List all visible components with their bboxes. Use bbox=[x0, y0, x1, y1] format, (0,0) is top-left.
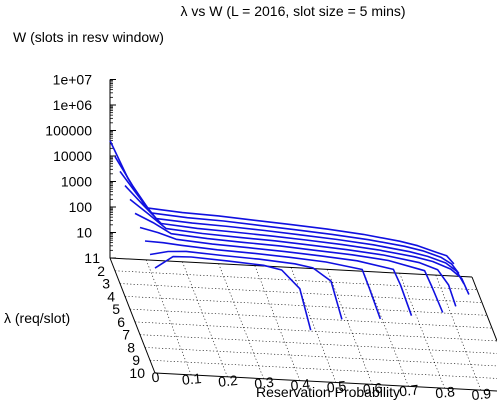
series-line-lambda-8 bbox=[144, 240, 382, 320]
grid-line bbox=[182, 261, 228, 377]
z-tick-label: 10 bbox=[76, 225, 92, 241]
grid-line bbox=[290, 267, 337, 383]
y-tick-label: 9 bbox=[132, 352, 140, 368]
y-tick-label: 5 bbox=[112, 301, 120, 317]
x-tick-label: 0.2 bbox=[217, 372, 238, 390]
x-tick-label: 0.5 bbox=[326, 378, 347, 396]
grid-line bbox=[145, 259, 192, 376]
x-tick-label: 0.7 bbox=[398, 381, 419, 399]
floor-edge bbox=[471, 276, 497, 343]
x-tick-label: 0.3 bbox=[254, 374, 275, 392]
x-tick-label: 0.8 bbox=[435, 383, 456, 401]
floor-grid bbox=[109, 257, 497, 392]
grid-line bbox=[149, 359, 497, 379]
y-tick-label: 7 bbox=[122, 327, 130, 343]
y-axis-label: λ (req/slot) bbox=[4, 310, 70, 326]
grid-line bbox=[399, 273, 445, 389]
x-tick-label: 0.4 bbox=[290, 376, 311, 394]
series-line-lambda-6 bbox=[134, 212, 444, 313]
series-line-lambda-10 bbox=[154, 255, 312, 331]
x-tick-label: 0.9 bbox=[471, 385, 492, 403]
grid-line bbox=[144, 347, 497, 367]
grid-line bbox=[254, 265, 301, 381]
z-tick-label: 1000 bbox=[61, 174, 92, 190]
y-tick-label: 6 bbox=[117, 314, 125, 330]
grid-line bbox=[129, 308, 493, 329]
grid-line bbox=[435, 274, 482, 391]
y-tick-label: 2 bbox=[97, 263, 105, 279]
z-tick-label: 10000 bbox=[53, 148, 92, 164]
z-tick-label: 100000 bbox=[45, 123, 92, 139]
x-axis-ticks: 00.10.20.30.40.50.60.70.80.91 bbox=[151, 369, 492, 403]
grid-line bbox=[134, 321, 497, 342]
series-curves bbox=[109, 140, 470, 331]
z-tick-label: 1 bbox=[84, 250, 92, 266]
y-tick-label: 1 bbox=[92, 250, 100, 266]
floor-edge bbox=[109, 257, 473, 278]
z-tick-label: 1e+06 bbox=[53, 97, 93, 113]
series-line-lambda-4 bbox=[124, 185, 470, 295]
series-line-lambda-3 bbox=[119, 170, 465, 285]
grid-line bbox=[326, 269, 373, 385]
z-tick-label: 1e+07 bbox=[53, 72, 93, 88]
grid-line bbox=[114, 270, 478, 291]
floor-edge bbox=[154, 372, 497, 392]
y-tick-label: 10 bbox=[129, 365, 145, 381]
series-line-lambda-7 bbox=[139, 226, 413, 316]
x-tick-label: 0.6 bbox=[362, 379, 383, 397]
y-tick-label: 8 bbox=[127, 339, 135, 355]
y-tick-label: 4 bbox=[107, 288, 115, 304]
series-line-lambda-5 bbox=[129, 198, 457, 307]
series-line-lambda-1 bbox=[109, 140, 455, 265]
y-tick-label: 3 bbox=[102, 276, 110, 292]
grid-line bbox=[139, 334, 497, 354]
grid-line bbox=[124, 296, 488, 316]
grid-line bbox=[218, 263, 264, 379]
series-line-lambda-2 bbox=[114, 156, 460, 274]
x-tick-label: 0.1 bbox=[181, 370, 202, 388]
x-tick-label: 0 bbox=[151, 369, 161, 386]
floor-edge bbox=[109, 257, 156, 374]
z-tick-label: 100 bbox=[69, 199, 93, 215]
x-axis-label: Reservation Probability bbox=[256, 384, 400, 400]
series-line-lambda-9 bbox=[149, 250, 343, 320]
chart-title: λ vs W (L = 2016, slot size = 5 mins) bbox=[180, 3, 405, 19]
z-axis-label: W (slots in resv window) bbox=[13, 29, 164, 45]
